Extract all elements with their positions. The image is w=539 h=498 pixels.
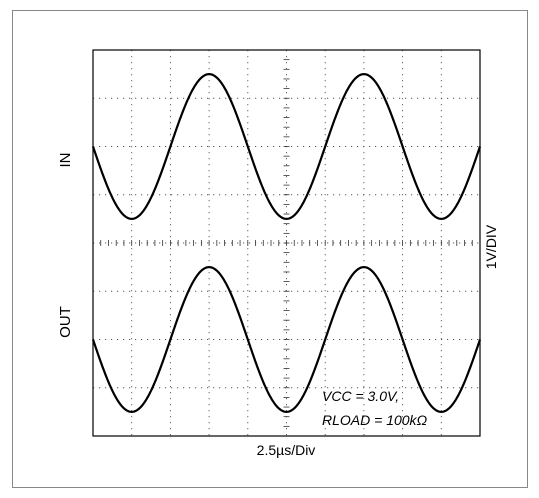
plot-border bbox=[92, 49, 481, 437]
annotation-rload: RLOAD = 100kΩ bbox=[322, 412, 428, 428]
annotation-vcc: VCC = 3.0V, bbox=[322, 388, 399, 404]
trace-out bbox=[91, 266, 482, 413]
series-label-out: OUT bbox=[57, 306, 74, 338]
trace-in bbox=[91, 73, 482, 220]
grid bbox=[92, 49, 481, 437]
y-scale-label: 1V/DIV bbox=[483, 224, 499, 269]
x-scale-label: 2.5µs/Div bbox=[257, 442, 316, 458]
traces bbox=[91, 73, 482, 413]
series-label-in: IN bbox=[57, 153, 74, 168]
figure-frame bbox=[12, 10, 528, 488]
